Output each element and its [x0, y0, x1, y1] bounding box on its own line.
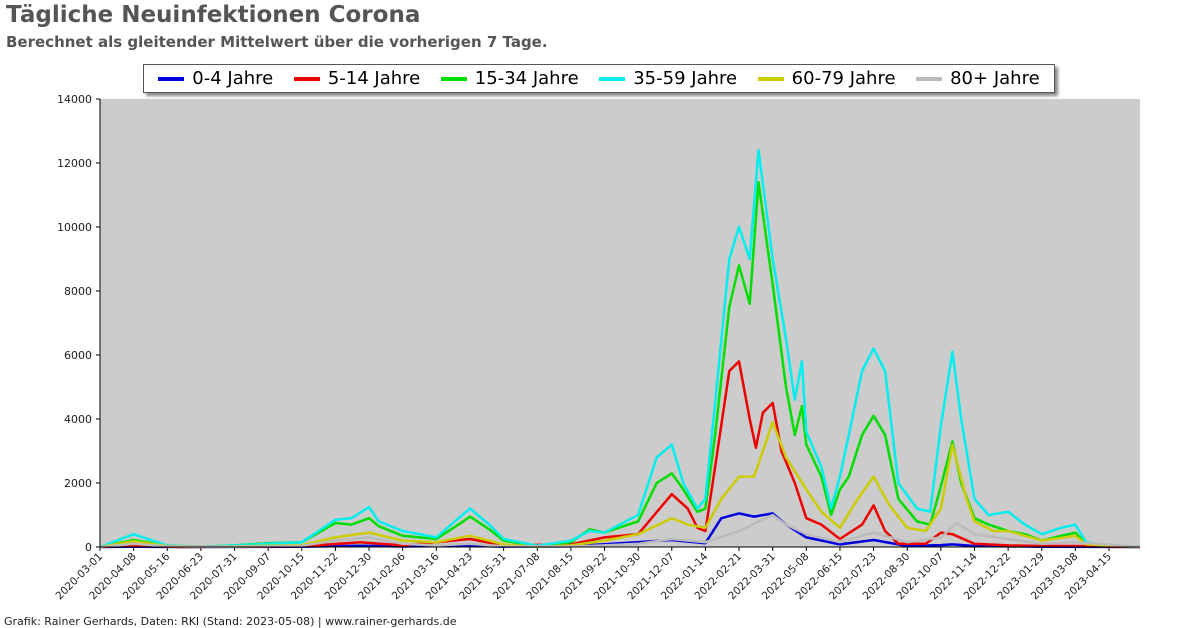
series-line-4	[99, 148, 1141, 549]
legend-label: 15-34 Jahre	[474, 68, 579, 89]
y-tick-label: 6000	[64, 349, 92, 362]
y-tick-label: 0	[85, 541, 92, 554]
chart-title: Tägliche Neuinfektionen Corona	[6, 2, 421, 28]
legend-swatch	[757, 76, 784, 81]
credit-line: Grafik: Rainer Gerhards, Daten: RKI (Sta…	[4, 615, 457, 628]
legend-item: 0-4 Jahre	[158, 68, 273, 89]
y-tick-label: 8000	[64, 285, 92, 298]
x-axis: 2020-03-012020-04-082020-05-162020-06-23…	[53, 547, 1114, 602]
series-line-6	[99, 513, 1141, 549]
legend-swatch	[440, 76, 467, 81]
series-line-5	[99, 420, 1141, 549]
legend-label: 0-4 Jahre	[192, 68, 274, 89]
legend-swatch	[293, 76, 320, 81]
legend-swatch	[599, 76, 626, 81]
legend-label: 35-59 Jahre	[633, 68, 738, 89]
legend-swatch	[158, 76, 185, 81]
legend-swatch	[916, 76, 943, 81]
legend-label: 60-79 Jahre	[791, 68, 896, 89]
series-line-2	[99, 360, 1141, 549]
legend-item: 35-59 Jahre	[599, 68, 737, 89]
legend-item: 5-14 Jahre	[293, 68, 421, 89]
legend-label: 5-14 Jahre	[327, 68, 421, 89]
series-layer	[99, 148, 1141, 549]
plot-area	[100, 99, 1140, 547]
y-tick-label: 12000	[57, 157, 92, 170]
y-tick-label: 14000	[57, 93, 92, 106]
y-tick-label: 2000	[64, 477, 92, 490]
legend-item: 80+ Jahre	[916, 68, 1040, 89]
series-line-1	[99, 512, 1141, 549]
y-axis: 0 2000 4000 6000 8000 10000 12000 14000	[57, 93, 100, 554]
y-tick-label: 10000	[57, 221, 92, 234]
legend: 0-4 Jahre 5-14 Jahre 15-34 Jahre 35-59 Jahr…	[143, 64, 1055, 93]
legend-item: 60-79 Jahre	[757, 68, 896, 89]
y-tick-label: 4000	[64, 413, 92, 426]
legend-label: 80+ Jahre	[950, 68, 1040, 89]
legend-item: 15-34 Jahre	[440, 68, 579, 89]
chart-subtitle: Berechnet als gleitender Mittelwert über…	[6, 33, 548, 51]
